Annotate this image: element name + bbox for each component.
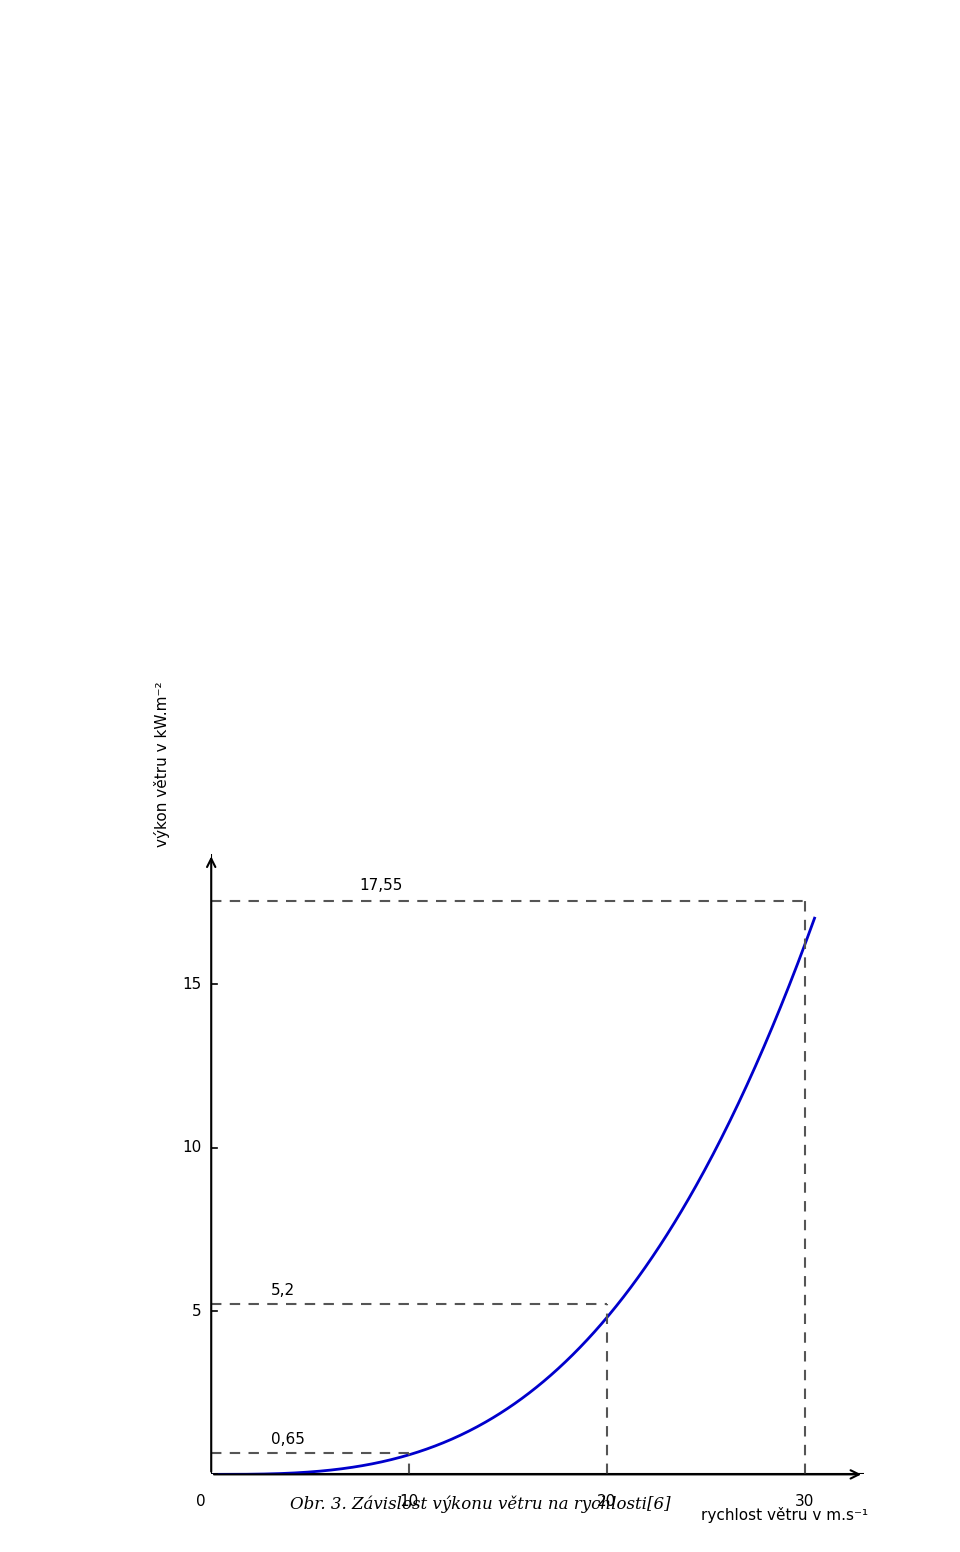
Text: výkon větru v kW.m⁻²: výkon větru v kW.m⁻² (154, 681, 170, 847)
Text: 5: 5 (192, 1304, 202, 1319)
Text: 5,2: 5,2 (271, 1284, 295, 1297)
Text: 0: 0 (197, 1495, 206, 1509)
Text: 17,55: 17,55 (360, 878, 403, 892)
Text: 10: 10 (399, 1495, 419, 1509)
Text: 0,65: 0,65 (271, 1431, 304, 1446)
Text: 10: 10 (182, 1141, 202, 1155)
Text: 20: 20 (597, 1495, 616, 1509)
Text: Obr. 3. Závislost výkonu větru na rychlosti[6]: Obr. 3. Závislost výkonu větru na rychlo… (290, 1496, 670, 1513)
Text: 15: 15 (182, 976, 202, 992)
Text: 30: 30 (795, 1495, 814, 1509)
Text: rychlost větru v m.s⁻¹: rychlost větru v m.s⁻¹ (701, 1507, 868, 1523)
